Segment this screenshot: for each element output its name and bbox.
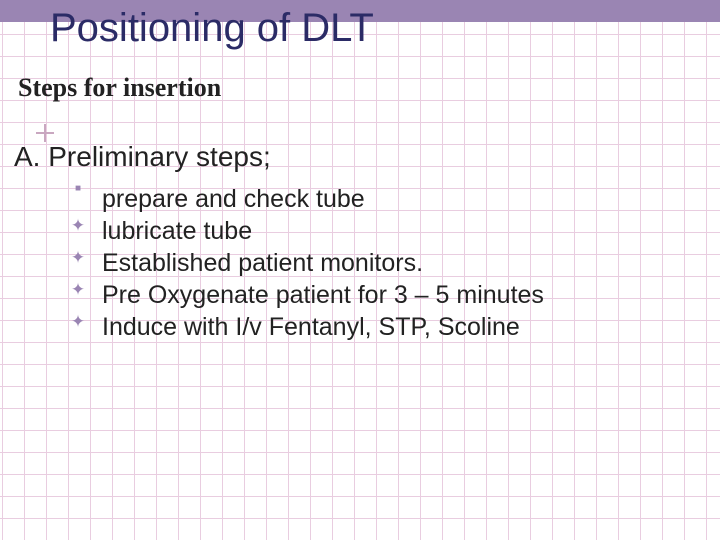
star-bullet-icon: ✦ [66,311,90,333]
list-item: ✦ Induce with I/v Fentanyl, STP, Scoline [66,311,720,343]
bullet-list: ■ prepare and check tube ✦ lubricate tub… [66,183,720,343]
list-item: ✦ Pre Oxygenate patient for 3 – 5 minute… [66,279,720,311]
slide-content: Positioning of DLT Steps for insertion A… [0,0,720,343]
section-heading: A. Preliminary steps; [14,141,720,173]
square-bullet-icon: ■ [66,183,90,196]
section-letter: A. [14,141,40,173]
star-bullet-icon: ✦ [66,247,90,269]
crosshair-decoration [36,124,54,142]
star-bullet-icon: ✦ [66,215,90,237]
slide-title: Positioning of DLT [50,6,720,51]
bullet-text: lubricate tube [102,217,252,245]
star-bullet-icon: ✦ [66,279,90,301]
bullet-text: Pre Oxygenate patient for 3 – 5 minutes [102,281,544,309]
list-item: ■ prepare and check tube [66,183,720,215]
bullet-text: Established patient monitors. [102,249,423,277]
section-text: Preliminary steps; [48,141,271,172]
list-item: ✦ lubricate tube [66,215,720,247]
bullet-text: Induce with I/v Fentanyl, STP, Scoline [102,313,520,341]
bullet-text: prepare and check tube [102,185,365,213]
slide-subtitle: Steps for insertion [18,73,720,103]
list-item: ✦ Established patient monitors. [66,247,720,279]
